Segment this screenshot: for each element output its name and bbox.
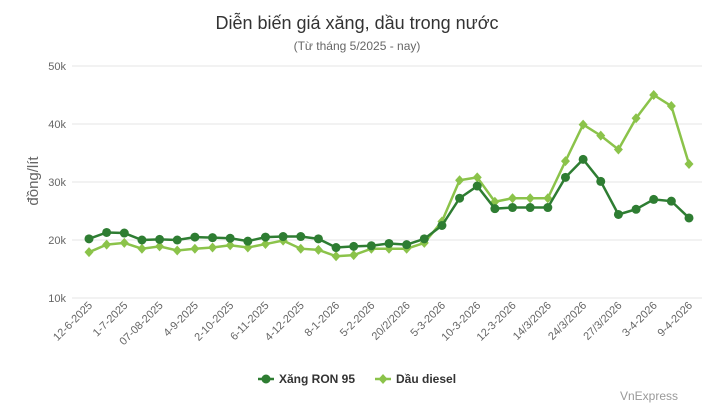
data-point[interactable] [119,237,129,248]
y-axis-label: đồng/lít [25,156,42,206]
data-point[interactable] [649,194,659,204]
data-point[interactable] [472,181,482,191]
data-point[interactable] [384,238,394,248]
data-point[interactable] [543,203,553,213]
source-credit: VnExpress [619,389,678,403]
data-point[interactable] [684,159,694,170]
data-point[interactable] [331,251,341,262]
data-point[interactable] [349,241,359,251]
series-line [88,157,690,249]
data-point[interactable] [190,243,200,254]
x-tick-label: 27/3/2026 [581,300,624,343]
data-point[interactable] [560,172,570,182]
legend-diamond-icon [378,374,388,384]
data-point[interactable] [402,240,412,250]
data-point[interactable] [613,209,623,219]
data-point[interactable] [666,196,676,206]
x-tick-label: 8-1-2026 [303,300,343,340]
data-point[interactable] [525,193,535,204]
data-point[interactable] [155,241,165,252]
data-point[interactable] [278,232,288,242]
legend-item-diesel[interactable]: Dầu diesel [375,372,456,386]
chart-subtitle: (Từ tháng 5/2025 - nay) [293,39,421,53]
data-point[interactable] [190,232,200,242]
data-point[interactable] [631,204,641,214]
data-point[interactable] [225,233,235,243]
x-tick-label: 3-4-2026 [620,300,660,340]
data-point[interactable] [84,247,94,258]
legend-label: Dầu diesel [396,372,456,386]
y-tick-label: 30k [48,177,66,189]
data-point[interactable] [172,235,182,245]
data-point[interactable] [208,242,218,253]
data-point[interactable] [225,240,235,251]
x-tick-label: 20/2/2026 [370,300,413,343]
data-point[interactable] [649,90,659,100]
data-point[interactable] [596,176,606,186]
data-point[interactable] [666,101,676,112]
y-tick-label: 20k [48,235,66,247]
data-point[interactable] [155,234,165,244]
data-point[interactable] [137,235,147,245]
data-point[interactable] [508,203,518,213]
x-tick-label: 9-4-2026 [655,300,695,340]
data-point[interactable] [525,203,535,213]
chart-title: Diễn biến giá xăng, dầu trong nước [215,13,499,33]
data-point[interactable] [172,245,182,256]
series-line [88,93,691,258]
legend-item-ron95[interactable]: Xăng RON 95 [258,372,355,386]
data-point[interactable] [260,239,270,250]
data-point[interactable] [684,213,694,223]
data-point[interactable] [419,234,429,244]
series-ron95 [84,154,694,253]
data-point[interactable] [296,232,306,242]
data-point[interactable] [455,193,465,203]
data-point[interactable] [472,172,482,183]
data-point[interactable] [331,243,341,253]
data-point[interactable] [578,154,588,164]
data-point[interactable] [119,228,129,238]
data-point[interactable] [208,233,218,243]
data-point[interactable] [313,234,323,244]
series-diesel [84,90,694,262]
data-point[interactable] [296,243,306,254]
data-point[interactable] [508,193,518,204]
data-point[interactable] [578,119,588,130]
legend-circle-icon [261,374,271,384]
data-point[interactable] [260,232,270,242]
data-point[interactable] [243,236,253,246]
y-tick-label: 40k [48,119,66,131]
x-tick-label: 12-6-2025 [51,300,95,344]
data-point[interactable] [560,156,570,167]
data-point[interactable] [102,239,112,250]
data-point[interactable] [437,221,447,230]
data-point[interactable] [543,193,553,204]
data-point[interactable] [366,241,376,251]
data-point[interactable] [84,234,94,244]
y-tick-label: 50k [48,61,66,73]
data-point[interactable] [349,250,359,261]
legend-label: Xăng RON 95 [279,372,355,386]
data-point[interactable] [490,204,500,214]
y-tick-label: 10k [48,293,66,305]
data-point[interactable] [613,144,623,155]
data-point[interactable] [137,243,147,254]
data-point[interactable] [455,175,465,186]
data-point[interactable] [631,113,641,124]
data-point[interactable] [102,227,112,237]
chart-container: Diễn biến giá xăng, dầu trong nước (Từ t… [25,13,702,403]
data-point[interactable] [313,244,323,255]
data-point[interactable] [596,130,606,141]
